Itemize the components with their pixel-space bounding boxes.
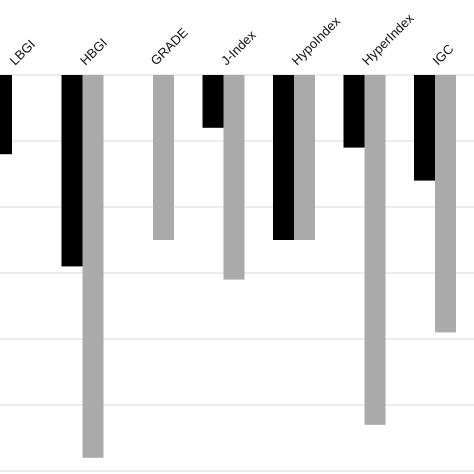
bar-hypoindex-series-1 <box>273 75 294 240</box>
category-label: LBGI <box>7 37 39 69</box>
category-labels: LBGI HBGI GRADE J-Index HypoIndex HyperIndex I… <box>7 10 457 68</box>
bar-j-index-series-1 <box>202 75 224 128</box>
category-label: GRADE <box>148 25 192 69</box>
category-label: HyperIndex <box>359 10 417 68</box>
category-label: J-Index <box>218 27 259 68</box>
category-label: IGC <box>430 41 457 68</box>
bar-hbgi-series-2 <box>82 75 104 458</box>
category-label: HBGI <box>77 35 110 68</box>
bar-hypoindex-series-2 <box>294 75 315 240</box>
bar-hbgi-series-1 <box>61 75 83 267</box>
bar-hyperindex-series-2 <box>364 75 386 425</box>
bar-grade-series-2 <box>153 75 174 240</box>
bar-hyperindex-series-1 <box>343 75 365 148</box>
category-label: HypoIndex <box>289 13 344 68</box>
bar-igc-series-1 <box>414 75 435 181</box>
bar-igc-series-2 <box>435 75 456 333</box>
bar-lbgi-series-1 <box>0 75 12 155</box>
bar-layer <box>0 75 456 458</box>
bar-j-index-series-2 <box>223 75 245 280</box>
